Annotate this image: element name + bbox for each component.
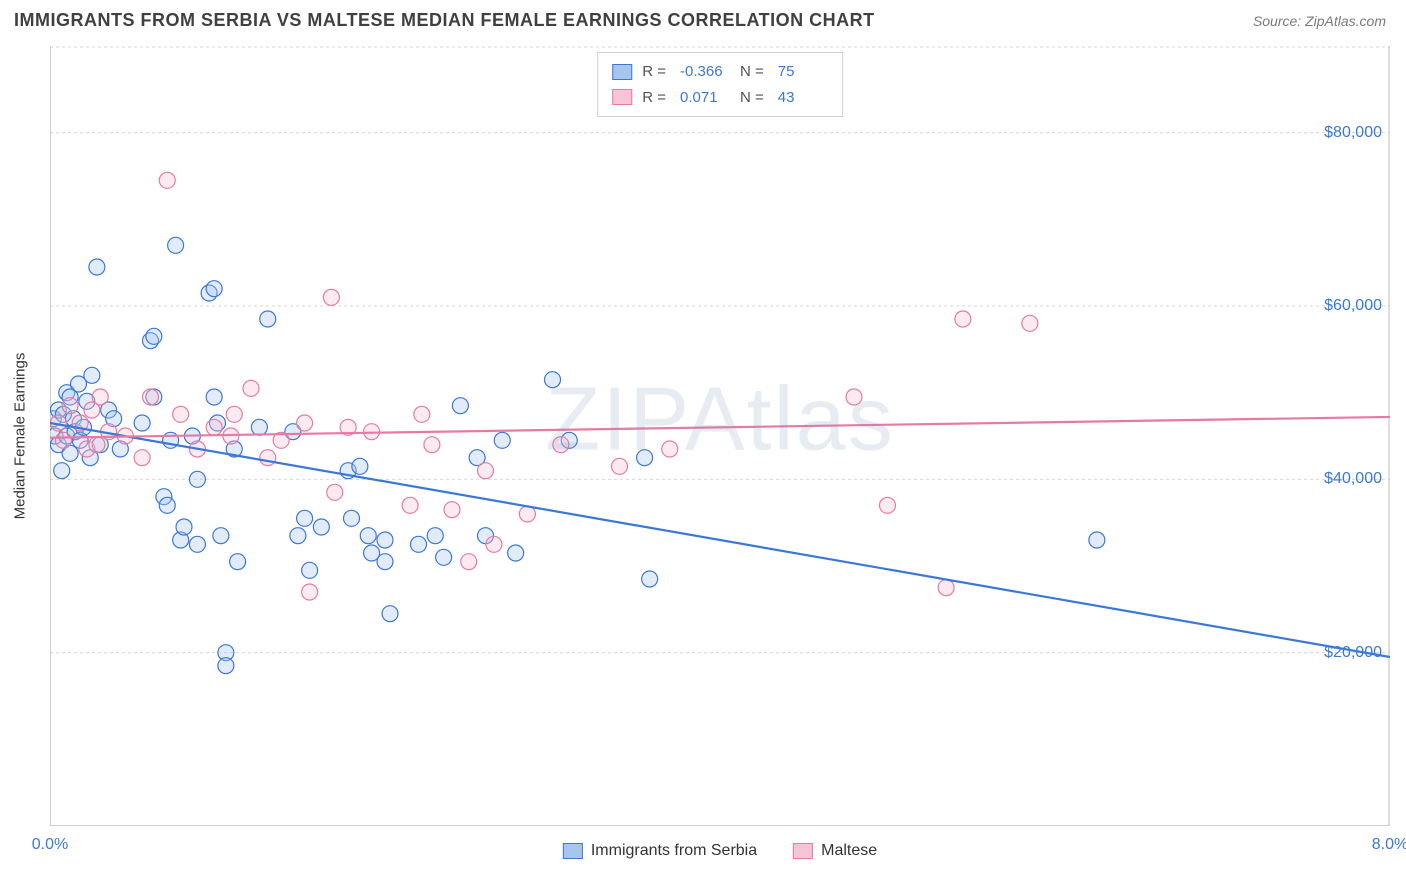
y-tick-label: $20,000 [1324, 644, 1382, 662]
legend-label: Maltese [821, 842, 877, 860]
legend-item: Immigrants from Serbia [563, 842, 757, 860]
x-tick-label: 8.0% [1372, 836, 1406, 854]
scatter-plot [50, 46, 1390, 826]
legend-n-value: 43 [778, 85, 828, 111]
y-tick-label: $80,000 [1324, 124, 1382, 142]
stats-legend: R = -0.366 N = 75 R = 0.071 N = 43 [597, 52, 843, 117]
legend-r-value: -0.366 [680, 59, 730, 85]
chart-area: Median Female Earnings ZIPAtlas R =-0.36… [50, 46, 1390, 826]
source-credit: Source: ZipAtlas.com [1253, 13, 1386, 29]
y-axis-label: Median Female Earnings [12, 353, 29, 520]
legend-swatch [612, 89, 632, 105]
x-tick-label: 0.0% [32, 836, 68, 854]
y-tick-label: $40,000 [1324, 470, 1382, 488]
stats-legend-row: R = -0.366 N = 75 [612, 59, 828, 85]
legend-swatch [612, 64, 632, 80]
legend-swatch [793, 843, 813, 859]
legend-swatch [563, 843, 583, 859]
series-legend: Immigrants from Serbia Maltese [563, 842, 877, 860]
legend-r-value: 0.071 [680, 85, 730, 111]
legend-n-label: N = [740, 59, 764, 85]
legend-n-label: N = [740, 85, 764, 111]
legend-item: Maltese [793, 842, 877, 860]
legend-r-label: R = [642, 59, 666, 85]
stats-legend-row: R = 0.071 N = 43 [612, 85, 828, 111]
y-tick-label: $60,000 [1324, 297, 1382, 315]
legend-label: Immigrants from Serbia [591, 842, 757, 860]
legend-n-value: 75 [778, 59, 828, 85]
chart-title: IMMIGRANTS FROM SERBIA VS MALTESE MEDIAN… [14, 10, 875, 31]
legend-r-label: R = [642, 85, 666, 111]
header: IMMIGRANTS FROM SERBIA VS MALTESE MEDIAN… [0, 0, 1406, 39]
